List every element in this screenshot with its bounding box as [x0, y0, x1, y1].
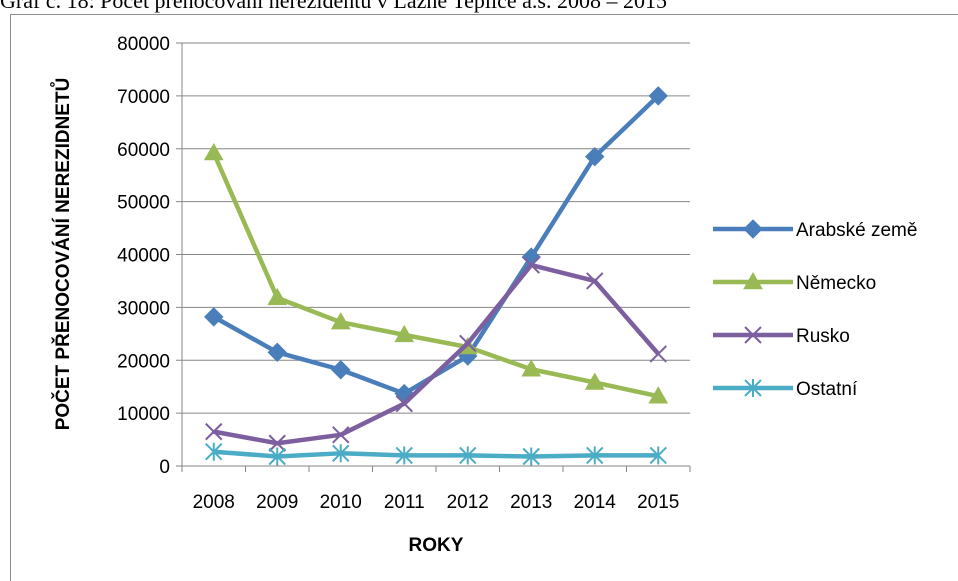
data-point — [395, 394, 413, 413]
y-tick-label: 0 — [159, 457, 170, 478]
x-tick-label: 2012 — [447, 492, 489, 513]
data-point — [394, 324, 415, 343]
x-tick-label: 2013 — [510, 492, 552, 513]
data-point — [585, 146, 605, 167]
series-3 — [205, 442, 667, 466]
data-point — [521, 359, 542, 377]
data-point — [459, 446, 477, 465]
x-tick-label: 2015 — [637, 492, 679, 513]
series-0 — [204, 86, 668, 404]
data-point — [744, 326, 762, 344]
y-tick-label: 80000 — [117, 34, 170, 55]
data-point — [584, 372, 605, 390]
y-tick-label: 10000 — [117, 404, 170, 425]
data-point — [586, 446, 604, 465]
data-point — [586, 272, 604, 290]
y-tick-label: 30000 — [117, 298, 170, 319]
data-point — [648, 86, 668, 106]
y-axis-title: POČET PŘENOCOVÁNÍ NEREZIDNETŮ — [51, 78, 74, 431]
legend-label: Arabské země — [796, 220, 917, 241]
y-tick-label: 50000 — [117, 193, 170, 214]
legend-item: Německo — [713, 271, 876, 294]
chart-caption: Graf č. 18: Počet přenocování nerezident… — [0, 0, 667, 13]
data-point — [395, 446, 413, 465]
x-tick-label: 2008 — [193, 492, 235, 513]
data-point — [331, 360, 351, 380]
legend: Arabské země Německo Rusko Ostatní — [713, 219, 917, 400]
chart-frame — [10, 14, 958, 581]
data-point — [649, 446, 667, 465]
data-point — [205, 422, 223, 441]
data-point — [332, 444, 350, 463]
series-line — [211, 152, 659, 399]
data-point — [268, 447, 286, 466]
series-2 — [205, 256, 667, 452]
legend-item: Rusko — [713, 326, 850, 347]
data-point — [268, 434, 286, 452]
data-point — [203, 142, 224, 161]
data-point — [522, 447, 540, 466]
x-tick-label: 2014 — [574, 492, 617, 513]
legend-item: Arabské země — [713, 219, 917, 241]
data-point — [204, 307, 224, 327]
x-axis-title: ROKY — [409, 535, 464, 556]
y-tick-label: 60000 — [117, 140, 170, 161]
data-point — [459, 334, 477, 353]
series-1 — [203, 142, 669, 404]
data-point — [205, 442, 223, 461]
legend-label: Ostatní — [796, 379, 858, 400]
data-point — [743, 271, 763, 290]
gridlines — [176, 42, 691, 472]
data-point — [743, 219, 763, 239]
data-point — [267, 287, 288, 306]
legend-item: Ostatní — [713, 379, 858, 400]
data-point — [744, 379, 762, 397]
y-tick-label: 20000 — [117, 351, 170, 372]
y-tick-label: 40000 — [117, 246, 170, 267]
data-point — [522, 256, 540, 274]
legend-label: Německo — [796, 273, 876, 294]
data-point — [648, 386, 669, 404]
data-point — [330, 312, 351, 330]
data-point — [649, 345, 667, 363]
series-line — [213, 449, 659, 459]
series-group — [203, 86, 669, 466]
x-tick-label: 2009 — [256, 492, 298, 513]
series-line — [213, 262, 660, 446]
data-point — [267, 342, 287, 363]
x-tick-label: 2011 — [384, 492, 425, 513]
data-point — [332, 426, 350, 444]
y-tick-label: 70000 — [117, 87, 170, 108]
x-tick-label: 2010 — [320, 492, 362, 513]
x-axis-ticks: 2008 2009 2010 2011 2012 2013 2014 2015 — [193, 492, 680, 513]
y-axis-ticks: 0 10000 20000 30000 40000 50000 60000 70000 8000… — [117, 34, 170, 478]
legend-label: Rusko — [796, 326, 850, 347]
